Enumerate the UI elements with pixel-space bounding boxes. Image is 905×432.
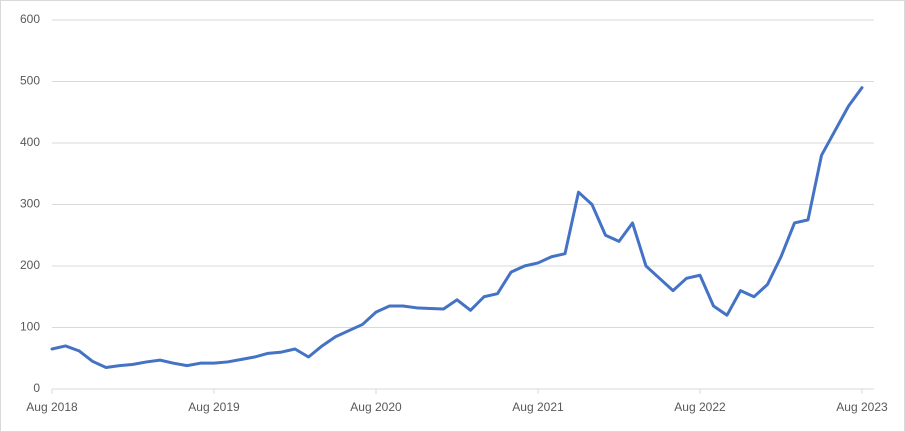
x-tick-label: Aug 2022 (674, 400, 726, 414)
x-tick-label: Aug 2021 (512, 400, 564, 414)
y-tick-label: 400 (20, 135, 40, 149)
y-tick-label: 0 (33, 381, 40, 395)
y-tick-label: 600 (20, 12, 40, 26)
x-tick-label: Aug 2020 (350, 400, 402, 414)
x-tick-label: Aug 2023 (836, 400, 888, 414)
y-tick-label: 300 (20, 197, 40, 211)
x-tick-label: Aug 2018 (26, 400, 78, 414)
y-tick-label: 500 (20, 74, 40, 88)
y-tick-label: 200 (20, 258, 40, 272)
line-series (50, 86, 864, 369)
y-tick-label: 100 (20, 320, 40, 334)
x-tick-label: Aug 2019 (188, 400, 240, 414)
